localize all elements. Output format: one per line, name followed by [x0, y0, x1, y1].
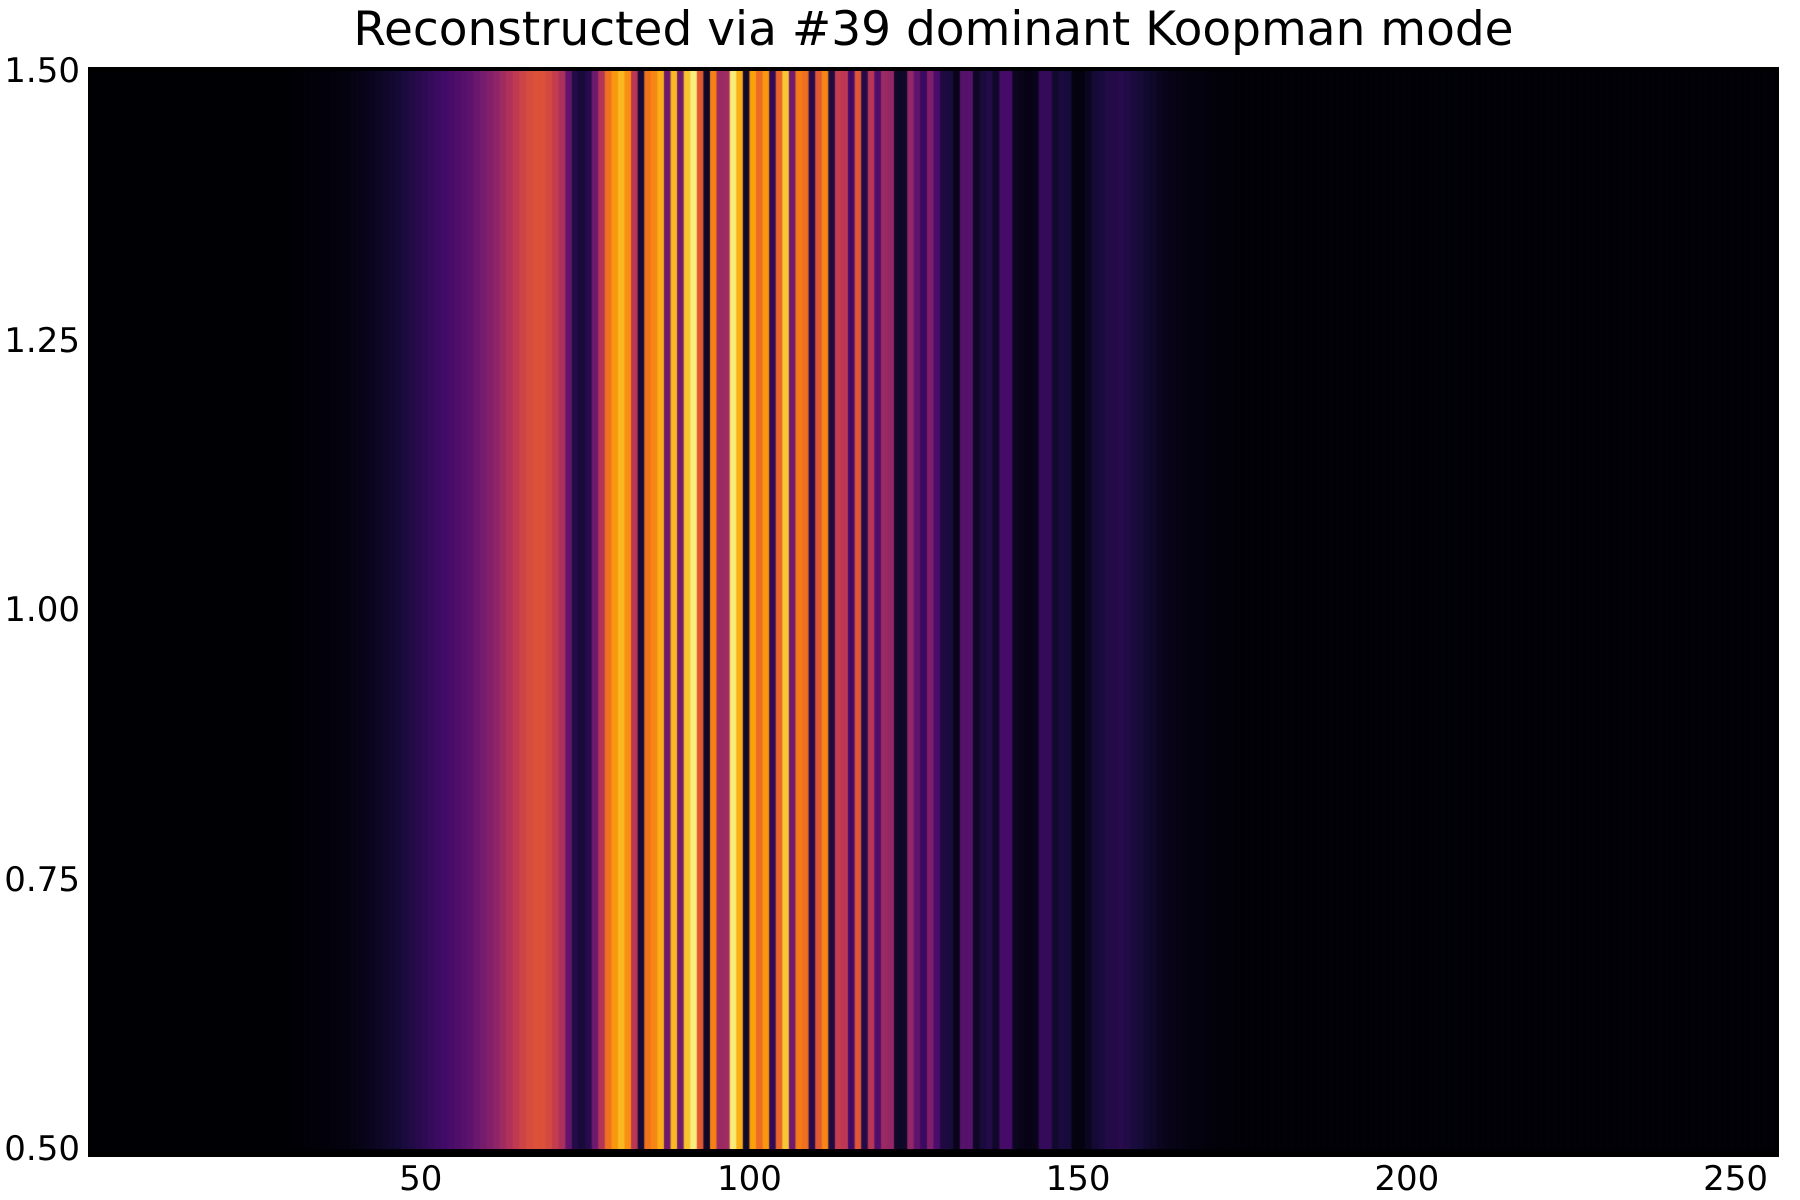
- x-tick-label: 100: [716, 1159, 782, 1199]
- y-tick-label: 0.50: [4, 1129, 80, 1169]
- x-tick-label: 250: [1703, 1159, 1768, 1199]
- y-tick-label: 0.75: [4, 859, 80, 900]
- heatmap-canvas: [92, 71, 1775, 1149]
- y-tick-label: 1.25: [4, 320, 80, 361]
- x-tick-label: 150: [1045, 1159, 1111, 1199]
- chart-title: Reconstructed via #39 dominant Koopman m…: [353, 2, 1514, 57]
- x-tick-label: 50: [399, 1159, 443, 1199]
- y-tick-label: 1.50: [4, 51, 80, 91]
- x-tick-label: 200: [1374, 1159, 1440, 1199]
- y-tick-label: 1.00: [4, 590, 80, 630]
